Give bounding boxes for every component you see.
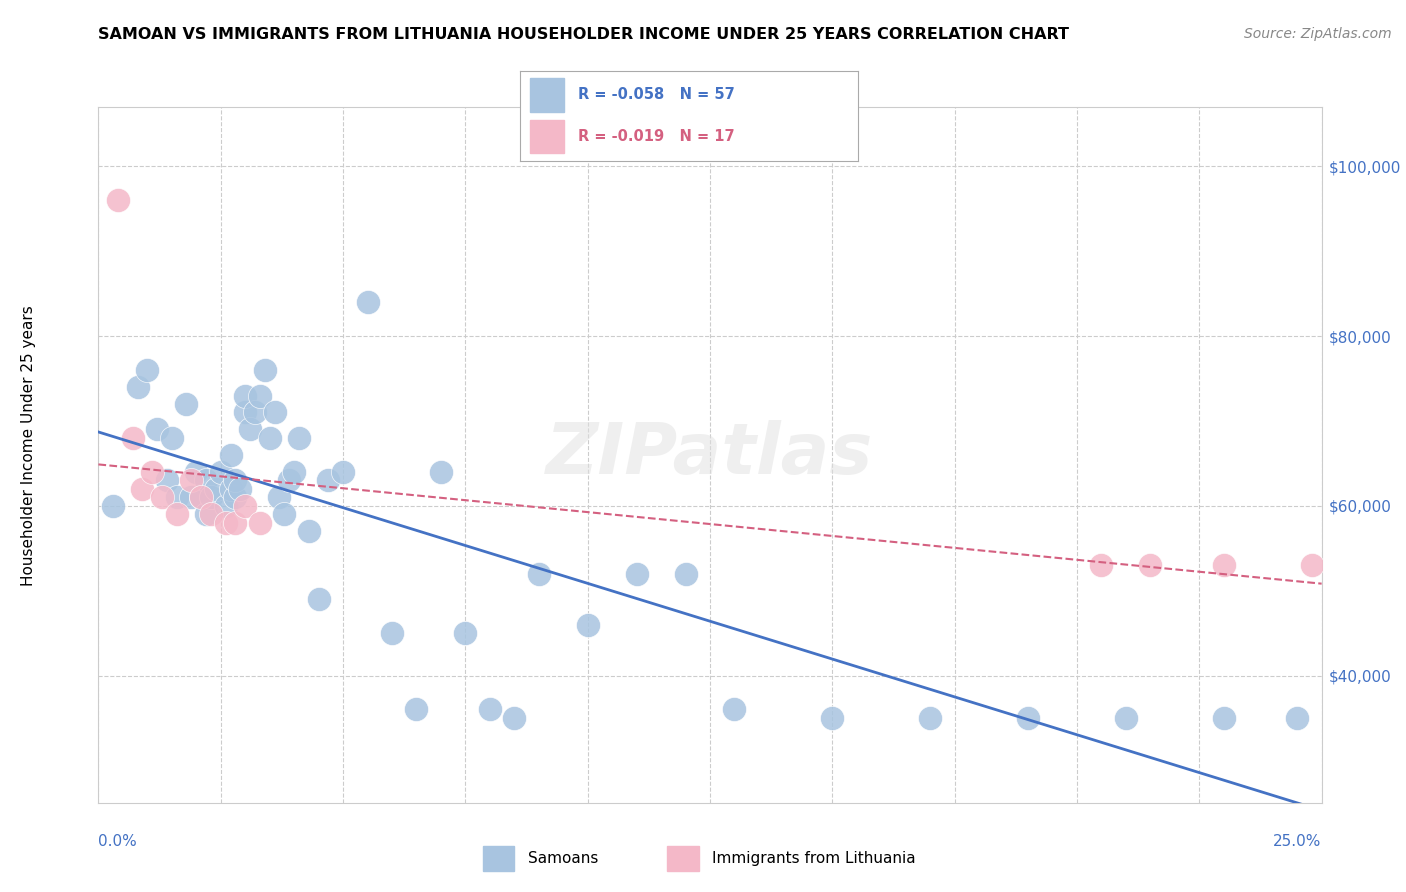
Point [219,482,242,496]
Point [160,431,183,445]
Point [186,465,208,479]
Point [430,465,453,479]
Point [249,388,271,402]
Point [278,474,301,488]
Point [136,363,159,377]
Point [224,491,246,505]
Point [821,711,844,725]
Text: Source: ZipAtlas.com: Source: ZipAtlas.com [1244,27,1392,41]
Point [214,499,236,513]
Point [527,566,550,581]
Point [229,482,252,496]
Point [503,711,526,725]
Point [205,482,228,496]
Point [214,516,236,530]
Text: SAMOAN VS IMMIGRANTS FROM LITHUANIA HOUSEHOLDER INCOME UNDER 25 YEARS CORRELATIO: SAMOAN VS IMMIGRANTS FROM LITHUANIA HOUS… [98,27,1070,42]
Point [1212,711,1234,725]
Text: ZIPatlas: ZIPatlas [547,420,873,490]
Point [180,491,202,505]
Point [166,508,188,522]
Point [1212,558,1234,573]
Point [107,194,129,208]
Point [626,566,648,581]
Point [405,702,427,716]
Point [454,626,477,640]
Point [176,397,198,411]
Point [101,499,124,513]
Point [263,405,285,419]
Text: Samoans: Samoans [527,851,598,866]
Point [1301,558,1323,573]
Point [675,566,697,581]
Point [273,508,295,522]
Point [283,465,305,479]
Point [233,388,256,402]
Bar [482,847,515,871]
Point [190,491,212,505]
Point [141,465,163,479]
Point [224,474,246,488]
Point [259,431,281,445]
Point [332,465,354,479]
Point [195,508,218,522]
Point [308,592,330,607]
Point [190,491,212,505]
Point [478,702,501,716]
Text: R = -0.058   N = 57: R = -0.058 N = 57 [578,87,734,102]
Point [233,405,256,419]
Point [253,363,276,377]
Point [356,295,378,310]
Text: R = -0.019   N = 17: R = -0.019 N = 17 [578,129,734,144]
Point [200,508,222,522]
Point [180,474,202,488]
Point [249,516,271,530]
Text: Immigrants from Lithuania: Immigrants from Lithuania [711,851,915,866]
Bar [666,847,699,871]
Point [127,380,149,394]
Point [269,491,291,505]
Point [1017,711,1039,725]
Point [576,617,599,632]
Point [1090,558,1112,573]
Point [224,516,246,530]
Point [150,491,173,505]
Point [200,491,222,505]
Point [920,711,942,725]
Point [121,431,143,445]
Point [381,626,404,640]
Point [156,474,179,488]
Point [233,499,256,513]
Point [1286,711,1309,725]
Point [239,422,262,436]
Point [1115,711,1137,725]
Bar [530,78,564,112]
Point [195,474,218,488]
Point [298,524,321,539]
Point [166,491,188,505]
Point [219,448,242,462]
Text: 0.0%: 0.0% [98,834,138,849]
Text: 25.0%: 25.0% [1274,834,1322,849]
Point [209,465,232,479]
Point [1139,558,1161,573]
Text: Householder Income Under 25 years: Householder Income Under 25 years [21,306,35,586]
Point [288,431,311,445]
Point [131,482,153,496]
Bar [530,120,564,153]
Point [243,405,266,419]
Point [318,474,340,488]
Point [723,702,745,716]
Point [146,422,169,436]
